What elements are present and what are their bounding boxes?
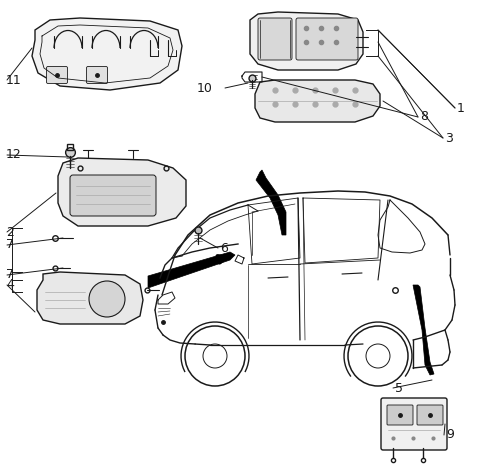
Polygon shape (250, 12, 363, 70)
FancyBboxPatch shape (86, 67, 108, 83)
Text: 7: 7 (6, 268, 14, 281)
Text: 5: 5 (395, 381, 403, 395)
FancyBboxPatch shape (381, 398, 447, 450)
Text: 3: 3 (445, 131, 453, 145)
FancyArrowPatch shape (151, 256, 225, 281)
Polygon shape (256, 170, 286, 235)
Polygon shape (148, 252, 235, 288)
Text: 11: 11 (6, 73, 22, 87)
Text: 1: 1 (457, 101, 465, 115)
Polygon shape (58, 158, 186, 226)
FancyBboxPatch shape (258, 18, 292, 60)
FancyBboxPatch shape (296, 18, 358, 60)
FancyBboxPatch shape (387, 405, 413, 425)
Circle shape (89, 281, 125, 317)
FancyBboxPatch shape (417, 405, 443, 425)
Text: 6: 6 (220, 241, 228, 255)
Polygon shape (413, 285, 434, 375)
Text: 8: 8 (420, 110, 428, 123)
FancyBboxPatch shape (47, 67, 68, 83)
Text: 7: 7 (6, 238, 14, 251)
Text: 4: 4 (6, 278, 14, 291)
Text: 2: 2 (6, 226, 14, 238)
FancyBboxPatch shape (70, 175, 156, 216)
Text: 10: 10 (197, 81, 213, 95)
Polygon shape (37, 272, 143, 324)
Text: 12: 12 (6, 149, 22, 161)
Polygon shape (255, 80, 380, 122)
Text: 9: 9 (446, 428, 454, 442)
Polygon shape (32, 18, 182, 90)
